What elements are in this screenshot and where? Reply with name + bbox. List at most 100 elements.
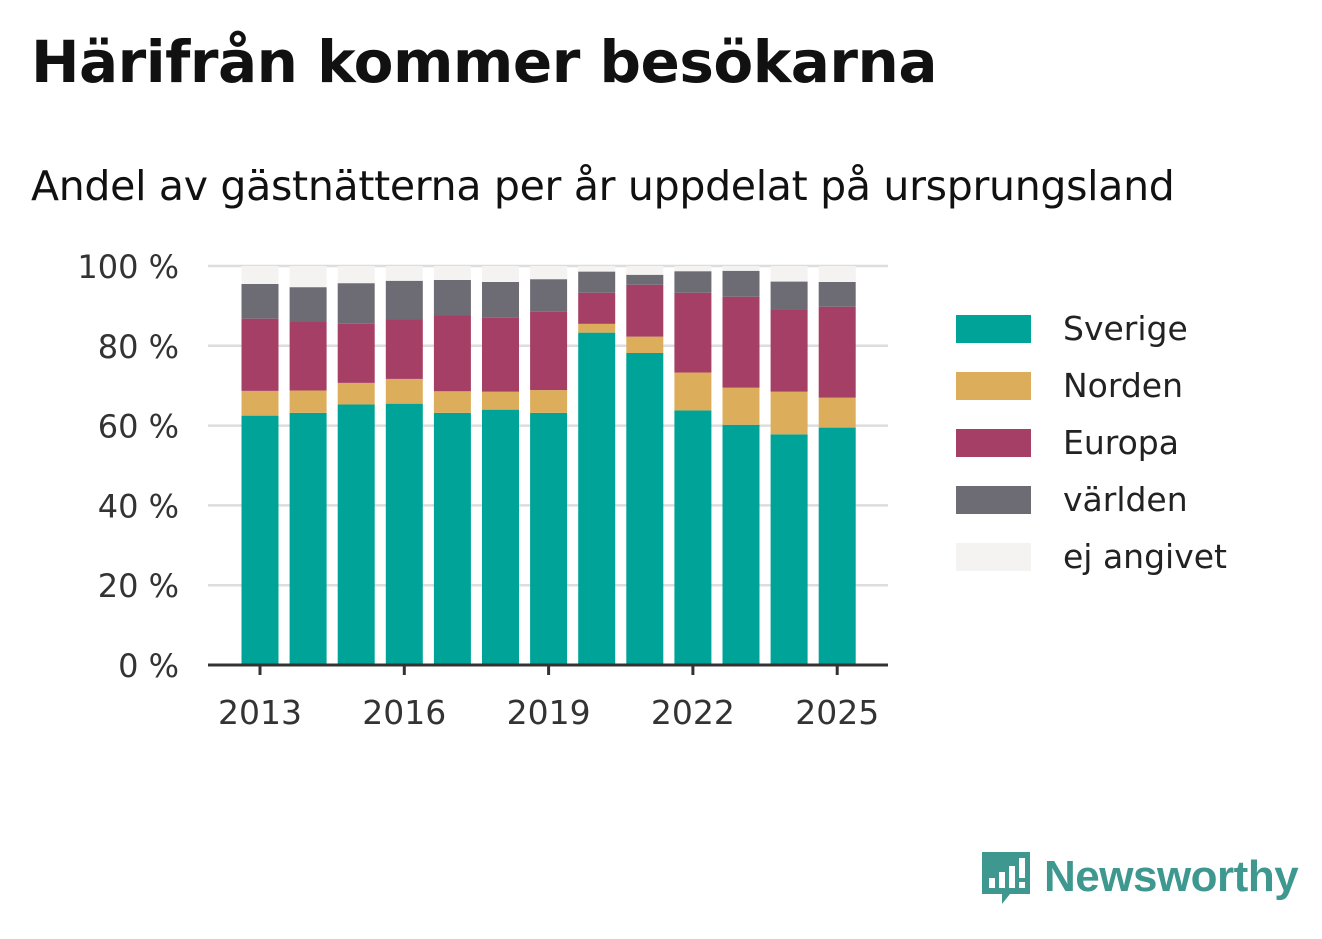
y-tick-label: 60 % <box>98 408 179 446</box>
bar-segment <box>770 281 808 310</box>
bar-segment <box>482 317 519 392</box>
newsworthy-logo-icon <box>982 852 1030 904</box>
legend-swatch <box>956 314 1031 343</box>
bar-segment <box>385 378 423 404</box>
x-tick-label: 2022 <box>651 693 735 732</box>
bar-segment <box>818 427 856 665</box>
chart-subtitle: Andel av gästnätterna per år uppdelat på… <box>31 162 1175 210</box>
bar-segment <box>337 382 375 405</box>
bar-segment <box>626 352 664 665</box>
bar-segment <box>626 336 664 353</box>
legend-swatch <box>956 428 1031 457</box>
y-tick-label: 0 % <box>118 647 179 685</box>
bar-stack-2016 <box>385 266 423 665</box>
bar-segment <box>530 311 568 391</box>
newsworthy-logo: Newsworthy <box>980 848 1299 906</box>
legend-item: Sverige <box>956 300 1227 357</box>
bar-segment <box>674 372 712 411</box>
bar-stack-2017 <box>433 266 471 665</box>
bar-stacks <box>241 266 856 665</box>
bar-segment <box>482 281 519 318</box>
legend-label: Sverige <box>1063 309 1188 348</box>
legend-label: världen <box>1063 480 1188 519</box>
bar-segment <box>578 323 616 333</box>
bar-stack-2024 <box>770 266 808 665</box>
bar-stack-2025 <box>818 266 856 665</box>
bar-segment <box>385 403 423 665</box>
bar-segment <box>482 391 519 410</box>
bar-segment <box>674 271 712 293</box>
legend-item: Norden <box>956 357 1227 414</box>
bar-segment <box>385 280 423 320</box>
bar-segment <box>818 306 856 398</box>
bar-stack-2018 <box>482 266 519 665</box>
legend-label: Europa <box>1063 423 1179 462</box>
x-tick-label: 2019 <box>507 693 591 732</box>
bar-stack-2015 <box>337 266 375 665</box>
bar-segment <box>770 391 808 435</box>
bar-segment <box>770 309 808 392</box>
bar-segment <box>578 292 616 324</box>
bar-stack-2021 <box>626 266 664 665</box>
legend-swatch <box>956 485 1031 514</box>
bar-segment <box>385 266 423 281</box>
bar-segment <box>722 296 760 388</box>
bar-segment <box>674 266 712 272</box>
bar-segment <box>385 319 423 379</box>
y-tick-label: 100 % <box>77 248 179 286</box>
bar-segment <box>818 266 856 282</box>
bar-segment <box>722 270 760 297</box>
legend-swatch <box>956 371 1031 400</box>
bar-segment <box>530 279 568 312</box>
bar-segment <box>722 266 760 271</box>
bar-segment <box>674 410 712 665</box>
bar-segment <box>289 390 327 413</box>
brand-name: Newsworthy <box>1044 852 1299 901</box>
bar-segment <box>626 266 664 275</box>
bar-segment <box>674 292 712 373</box>
bar-segment <box>626 284 664 337</box>
y-tick-label: 40 % <box>98 487 179 525</box>
bar-segment <box>337 266 375 284</box>
bar-segment <box>289 321 327 391</box>
bar-segment <box>241 390 279 416</box>
bar-segment <box>241 283 279 319</box>
bar-segment <box>578 266 616 272</box>
y-axis-tick-labels: 0 % 20 % 40 % 60 % 80 % 100 % <box>77 248 179 685</box>
x-axis: 2013 2016 2019 2022 2025 <box>208 663 888 732</box>
bar-segment <box>722 387 760 425</box>
bar-stack-2019 <box>530 266 568 665</box>
bar-segment <box>482 266 519 282</box>
bar-segment <box>433 391 471 413</box>
bar-segment <box>722 424 760 665</box>
bar-segment <box>818 397 856 428</box>
legend-item: ej angivet <box>956 528 1227 585</box>
legend-label: Norden <box>1063 366 1184 405</box>
x-tick-label: 2016 <box>362 693 446 732</box>
legend-label: ej angivet <box>1063 537 1227 576</box>
bar-stack-2022 <box>674 266 712 665</box>
bar-segment <box>241 415 279 665</box>
bar-segment <box>337 404 375 665</box>
bar-segment <box>433 279 471 316</box>
bar-segment <box>770 434 808 665</box>
bar-segment <box>530 266 568 280</box>
bar-segment <box>626 274 664 285</box>
y-tick-label: 80 % <box>98 328 179 366</box>
x-tick-label: 2013 <box>218 693 302 732</box>
bar-segment <box>241 266 279 284</box>
bar-segment <box>337 323 375 383</box>
bar-segment <box>337 283 375 324</box>
bar-segment <box>433 266 471 280</box>
bar-segment <box>433 315 471 392</box>
bar-segment <box>770 266 808 282</box>
legend-item: världen <box>956 471 1227 528</box>
legend-item: Europa <box>956 414 1227 471</box>
bar-segment <box>433 412 471 665</box>
bar-stack-2023 <box>722 266 760 665</box>
bar-segment <box>482 409 519 665</box>
bar-segment <box>578 271 616 293</box>
bar-segment <box>578 332 616 665</box>
bar-stack-2020 <box>578 266 616 665</box>
